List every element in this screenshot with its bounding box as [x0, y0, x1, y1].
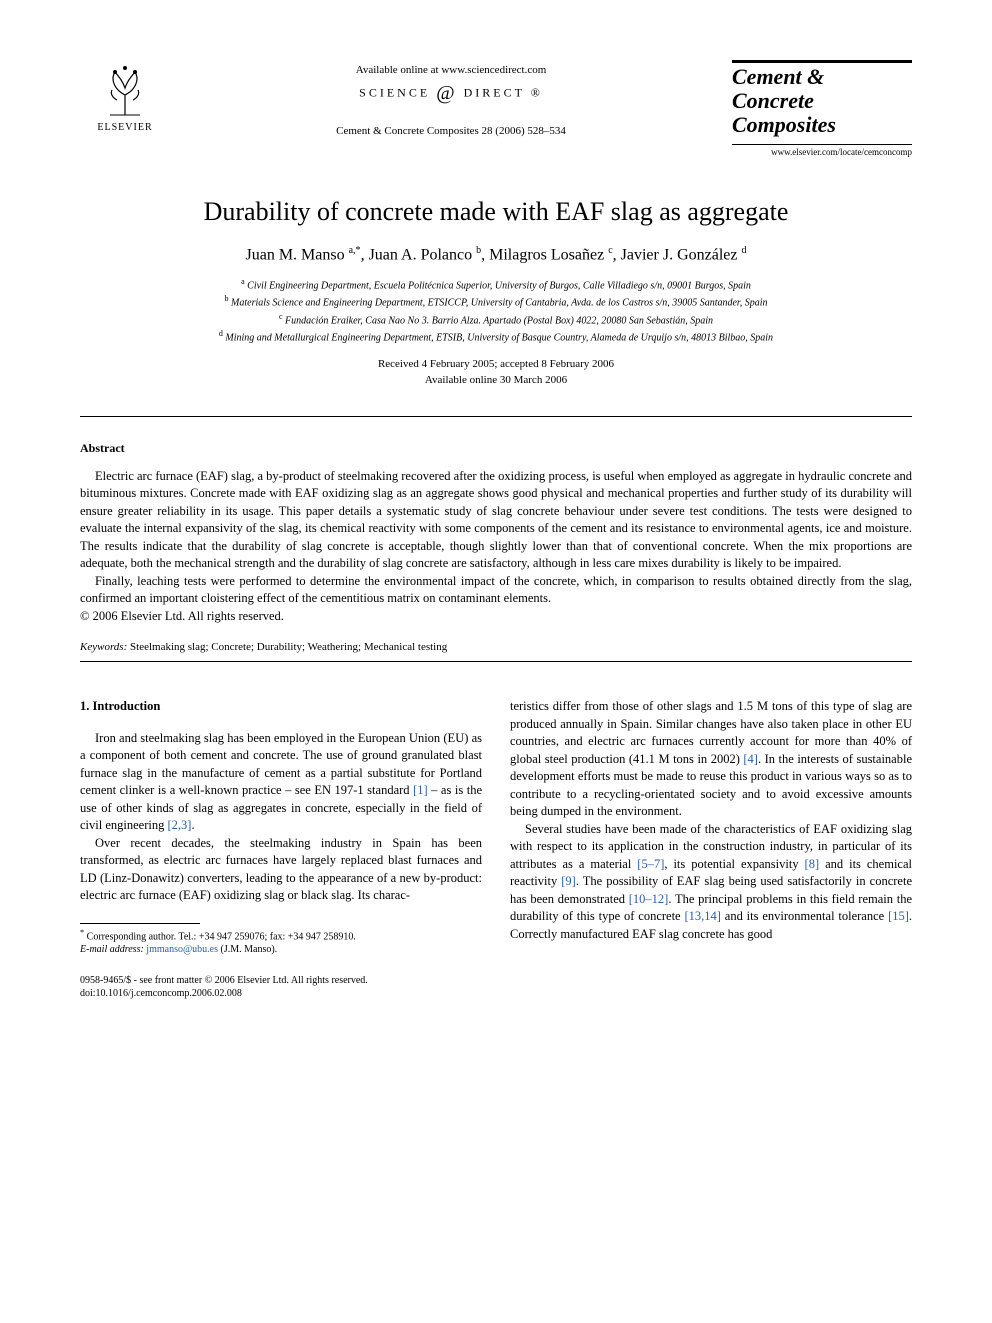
received-date: Received 4 February 2005; accepted 8 Feb…	[80, 357, 912, 372]
article-dates: Received 4 February 2005; accepted 8 Feb…	[80, 357, 912, 388]
affiliation-a: a Civil Engineering Department, Escuela …	[80, 276, 912, 293]
footnote-separator	[80, 923, 200, 924]
corr-author-line: * Corresponding author. Tel.: +34 947 25…	[80, 928, 482, 943]
divider-top	[80, 416, 912, 417]
center-header: Available online at www.sciencedirect.co…	[170, 60, 732, 137]
column-left: 1. Introduction Iron and steelmaking sla…	[80, 698, 482, 956]
ref-link-9[interactable]: [9]	[561, 874, 576, 888]
body-columns: 1. Introduction Iron and steelmaking sla…	[80, 698, 912, 956]
journal-cover-block: Cement & Concrete Composites www.elsevie…	[732, 60, 912, 157]
keywords-text: Steelmaking slag; Concrete; Durability; …	[127, 641, 447, 653]
sciencedirect-logo: SCIENCE @ DIRECT ®	[170, 82, 732, 105]
sd-word2: DIRECT	[464, 85, 525, 99]
ref-link-13-14[interactable]: [13,14]	[684, 909, 720, 923]
journal-citation: Cement & Concrete Composites 28 (2006) 5…	[170, 125, 732, 137]
intro-p2-cont: teristics differ from those of other sla…	[510, 698, 912, 821]
email-owner: (J.M. Manso).	[218, 944, 277, 955]
column-right: teristics differ from those of other sla…	[510, 698, 912, 956]
intro-p3: Several studies have been made of the ch…	[510, 821, 912, 944]
keywords-line: Keywords: Steelmaking slag; Concrete; Du…	[80, 641, 912, 653]
available-online-text: Available online at www.sciencedirect.co…	[170, 64, 732, 76]
section-1-heading: 1. Introduction	[80, 698, 482, 716]
abstract-body: Electric arc furnace (EAF) slag, a by-pr…	[80, 468, 912, 626]
journal-title: Cement & Concrete Composites	[732, 60, 912, 145]
affiliations: a Civil Engineering Department, Escuela …	[80, 276, 912, 345]
intro-p1: Iron and steelmaking slag has been emplo…	[80, 730, 482, 835]
email-line: E-mail address: jmmanso@ubu.es (J.M. Man…	[80, 943, 482, 956]
sd-dot-icon: ®	[531, 85, 543, 99]
intro-p2: Over recent decades, the steelmaking ind…	[80, 835, 482, 905]
corresponding-author-footnote: * Corresponding author. Tel.: +34 947 25…	[80, 928, 482, 956]
abstract-heading: Abstract	[80, 441, 912, 456]
page-header: ELSEVIER Available online at www.science…	[80, 60, 912, 157]
journal-url: www.elsevier.com/locate/cemconcomp	[732, 147, 912, 157]
keywords-label: Keywords:	[80, 641, 127, 653]
ref-link-5-7[interactable]: [5–7]	[637, 857, 664, 871]
ref-link-8[interactable]: [8]	[805, 857, 820, 871]
email-link[interactable]: jmmanso@ubu.es	[146, 944, 218, 955]
journal-title-line1: Cement &	[732, 65, 912, 89]
copyright-line: © 2006 Elsevier Ltd. All rights reserved…	[80, 608, 912, 626]
ref-link-15[interactable]: [15]	[888, 909, 909, 923]
ref-link-10-12[interactable]: [10–12]	[629, 892, 669, 906]
abstract-p2: Finally, leaching tests were performed t…	[80, 573, 912, 608]
journal-title-line2: Concrete	[732, 89, 912, 113]
sd-word1: SCIENCE	[359, 85, 430, 99]
publisher-block: ELSEVIER	[80, 60, 170, 133]
ref-link-4[interactable]: [4]	[743, 752, 758, 766]
elsevier-tree-icon	[95, 60, 155, 120]
online-date: Available online 30 March 2006	[80, 373, 912, 388]
affiliation-b: b Materials Science and Engineering Depa…	[80, 293, 912, 310]
doi-line: doi:10.1016/j.cemconcomp.2006.02.008	[80, 987, 912, 1000]
authors-line: Juan M. Manso a,*, Juan A. Polanco b, Mi…	[80, 245, 912, 264]
publisher-name: ELSEVIER	[97, 122, 152, 133]
journal-title-line3: Composites	[732, 113, 912, 137]
abstract-p1: Electric arc furnace (EAF) slag, a by-pr…	[80, 468, 912, 573]
footer-block: 0958-9465/$ - see front matter © 2006 El…	[80, 974, 912, 1000]
ref-link-2-3[interactable]: [2,3]	[167, 818, 191, 832]
affiliation-c: c Fundación Eraiker, Casa Nao No 3. Barr…	[80, 311, 912, 328]
at-symbol-icon: @	[436, 82, 457, 104]
front-matter-line: 0958-9465/$ - see front matter © 2006 El…	[80, 974, 912, 987]
article-title: Durability of concrete made with EAF sla…	[80, 197, 912, 227]
divider-bottom	[80, 661, 912, 662]
email-label: E-mail address:	[80, 944, 144, 955]
ref-link-1[interactable]: [1]	[413, 783, 428, 797]
affiliation-d: d Mining and Metallurgical Engineering D…	[80, 328, 912, 345]
